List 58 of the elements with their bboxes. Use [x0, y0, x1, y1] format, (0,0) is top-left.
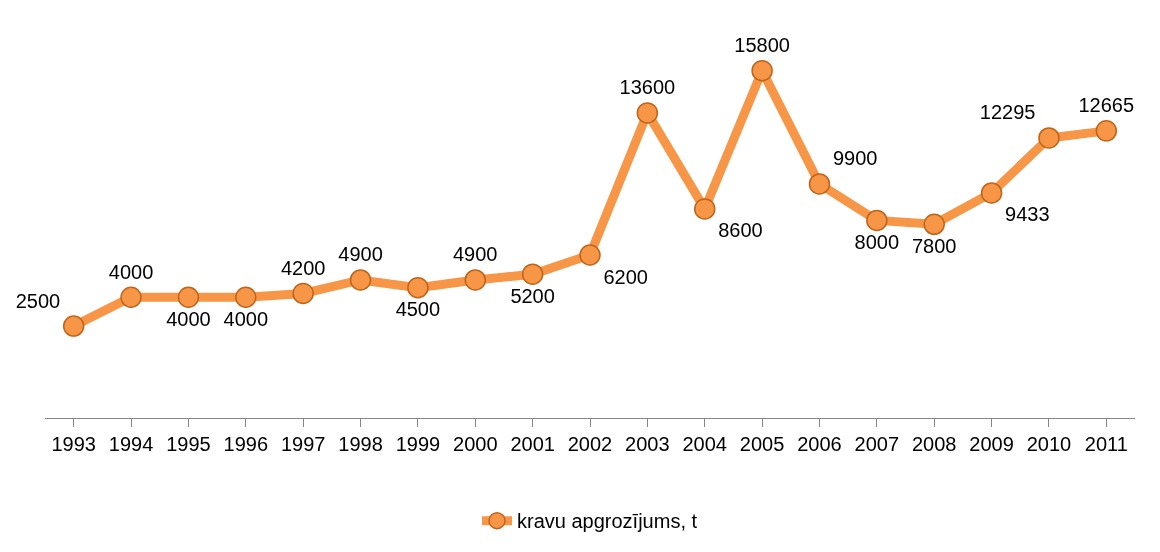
point — [579, 244, 601, 266]
data-label: 8600 — [718, 219, 763, 242]
data-label: 8000 — [854, 230, 900, 253]
point — [808, 173, 831, 195]
x-tick-label: 2001 — [510, 433, 555, 455]
x-tick-label: 2008 — [911, 433, 957, 455]
point — [292, 282, 314, 305]
x-tick-label: 1998 — [338, 433, 383, 455]
data-label: 4000 — [166, 307, 211, 330]
x-tick-label: 2009 — [969, 433, 1014, 455]
point — [521, 263, 544, 285]
data-label: 6200 — [603, 265, 648, 288]
point — [751, 59, 773, 82]
data-label: 2500 — [15, 289, 61, 312]
x-tick-label: 2011 — [1084, 433, 1128, 455]
x-tick-label: 2002 — [567, 433, 613, 455]
x-tick-label: 2010 — [1026, 433, 1072, 455]
point — [923, 213, 945, 236]
data-label: 9433 — [1005, 203, 1050, 226]
x-tick-label: 2000 — [453, 433, 498, 455]
point — [349, 269, 372, 291]
point — [980, 182, 1003, 204]
data-label: 7800 — [911, 234, 957, 257]
point — [62, 315, 85, 337]
point — [866, 209, 888, 232]
point — [694, 198, 716, 220]
point — [407, 276, 429, 299]
x-tick-label: 1995 — [166, 433, 211, 455]
point — [1095, 120, 1118, 142]
x-tick-label: 2003 — [625, 433, 670, 455]
point — [464, 269, 487, 291]
x-tick-label: 1993 — [51, 433, 96, 455]
x-tick-label: 1999 — [395, 433, 441, 455]
data-label: 15800 — [734, 34, 790, 57]
x-tick-label: 2005 — [739, 433, 785, 455]
point — [235, 286, 257, 308]
x-tick-label: 2004 — [682, 433, 727, 455]
data-label: 9900 — [832, 147, 878, 170]
data-label: 12665 — [1078, 94, 1135, 117]
data-label: 4900 — [453, 243, 498, 266]
point — [177, 286, 200, 308]
data-label: 4000 — [223, 307, 269, 330]
data-label: 4000 — [108, 260, 154, 283]
x-tick-label: 1997 — [280, 433, 326, 455]
point — [120, 286, 142, 308]
point — [636, 102, 659, 124]
legend-label: kravu apgrozījums, t — [517, 510, 698, 533]
data-label: 5200 — [510, 284, 555, 307]
data-label: 4900 — [338, 243, 383, 266]
x-tick-label: 2006 — [797, 433, 842, 455]
point — [1038, 127, 1060, 149]
data-label: 13600 — [619, 76, 676, 99]
x-tick-label: 2007 — [854, 433, 900, 455]
data-label: 4200 — [280, 256, 326, 279]
x-tick-label: 1994 — [108, 433, 154, 455]
data-label: 12295 — [979, 101, 1036, 124]
data-label: 4500 — [395, 298, 441, 321]
x-tick-label: 1996 — [223, 433, 269, 455]
